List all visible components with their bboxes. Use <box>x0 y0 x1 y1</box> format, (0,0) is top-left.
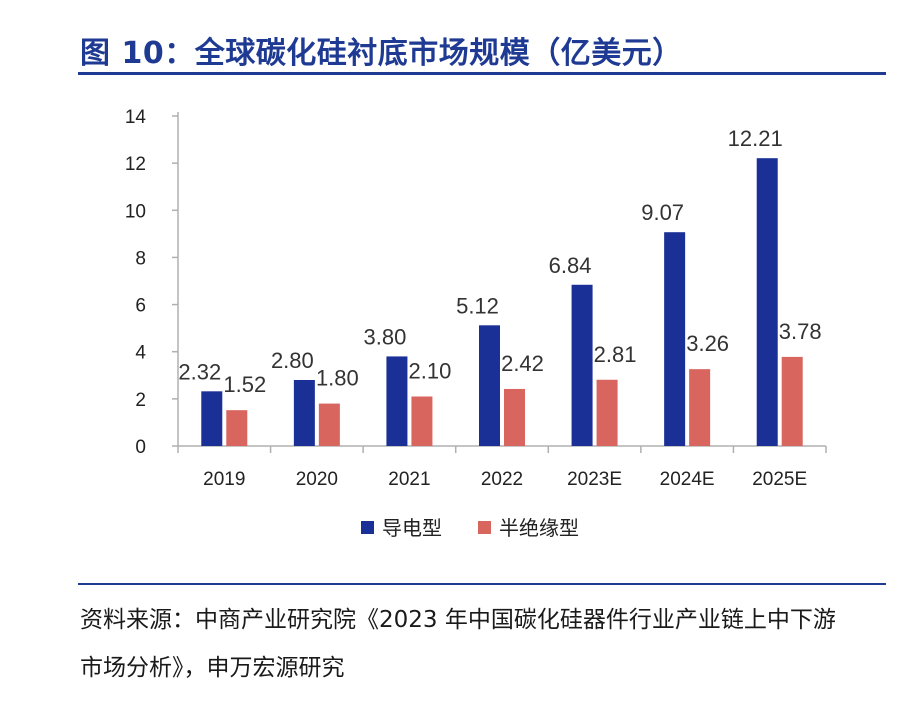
x-tick-label: 2024E <box>660 469 715 490</box>
data-label-semi-insulating: 2.81 <box>594 342 637 367</box>
y-tick-label: 8 <box>135 248 146 269</box>
bar-semi-insulating <box>318 403 340 446</box>
legend-swatch-conductive <box>361 521 374 534</box>
data-label-conductive: 6.84 <box>549 253 592 278</box>
data-label-conductive: 5.12 <box>456 293 499 318</box>
bar-semi-insulating <box>411 396 433 446</box>
bar-conductive <box>571 284 593 446</box>
bar-semi-insulating <box>596 379 618 446</box>
y-tick-label: 2 <box>135 390 146 411</box>
legend-swatch-semi-insulating <box>478 521 491 534</box>
data-label-semi-insulating: 3.78 <box>779 319 822 344</box>
data-label-conductive: 3.80 <box>364 324 407 349</box>
source-note: 资料来源：中商产业研究院《2023 年中国碳化硅器件行业产业链上中下游市场分析》… <box>80 607 836 681</box>
bar-conductive <box>201 391 223 446</box>
data-label-semi-insulating: 2.10 <box>409 359 452 384</box>
chart-data-labels: 2.321.522.801.803.802.10 5.12 2.42 6.84 2.81… <box>178 126 821 397</box>
source-rule <box>78 583 886 585</box>
bar-semi-insulating <box>226 410 248 446</box>
y-tick-label: 4 <box>135 343 146 364</box>
bar-conductive <box>756 158 778 446</box>
data-label-conductive: 2.32 <box>178 359 221 384</box>
y-tick-label: 10 <box>125 201 146 222</box>
bar-conductive <box>479 325 500 446</box>
data-label-conductive: 12.21 <box>728 126 783 151</box>
legend-label-conductive: 导电型 <box>382 516 442 540</box>
y-tick-label: 14 <box>125 107 147 128</box>
x-tick-label: 2019 <box>203 469 245 490</box>
bar-conductive <box>293 380 315 446</box>
y-tick-label: 0 <box>135 437 146 458</box>
bar-conductive <box>664 232 686 446</box>
figure-title: 图 10：全球碳化硅衬底市场规模（亿美元） <box>80 36 683 71</box>
x-tick-label: 2021 <box>388 469 430 490</box>
y-tick-label: 12 <box>125 154 146 175</box>
data-label-semi-insulating: 3.26 <box>686 331 729 356</box>
legend-label-semi-insulating: 半绝缘型 <box>499 516 579 540</box>
data-label-semi-insulating: 1.80 <box>316 366 359 391</box>
data-label-semi-insulating: 1.52 <box>223 372 266 397</box>
title-rule <box>78 72 886 75</box>
data-label-semi-insulating: 2.42 <box>501 351 544 376</box>
chart-bars <box>201 158 803 446</box>
x-tick-label: 2023E <box>567 469 622 490</box>
chart-legend: 导电型 半绝缘型 <box>361 516 579 540</box>
x-tick-label: 2022 <box>481 469 523 490</box>
bar-semi-insulating <box>689 369 711 446</box>
data-label-conductive: 9.07 <box>641 200 684 225</box>
x-tick-label: 2025E <box>752 469 807 490</box>
chart-axes: 0 2 4 6 8 10 12 14 2019 2020 2021 2022 2023E 2024E 202… <box>125 107 827 490</box>
bar-conductive <box>386 356 408 446</box>
bar-chart: 0 2 4 6 8 10 12 14 2019 2020 2021 2022 2023E 2024E 202… <box>125 107 827 540</box>
y-tick-label: 6 <box>135 296 146 317</box>
x-tick-label: 2020 <box>296 469 338 490</box>
data-label-conductive: 2.80 <box>271 348 314 373</box>
bar-semi-insulating <box>781 356 803 446</box>
bar-semi-insulating <box>504 388 525 446</box>
